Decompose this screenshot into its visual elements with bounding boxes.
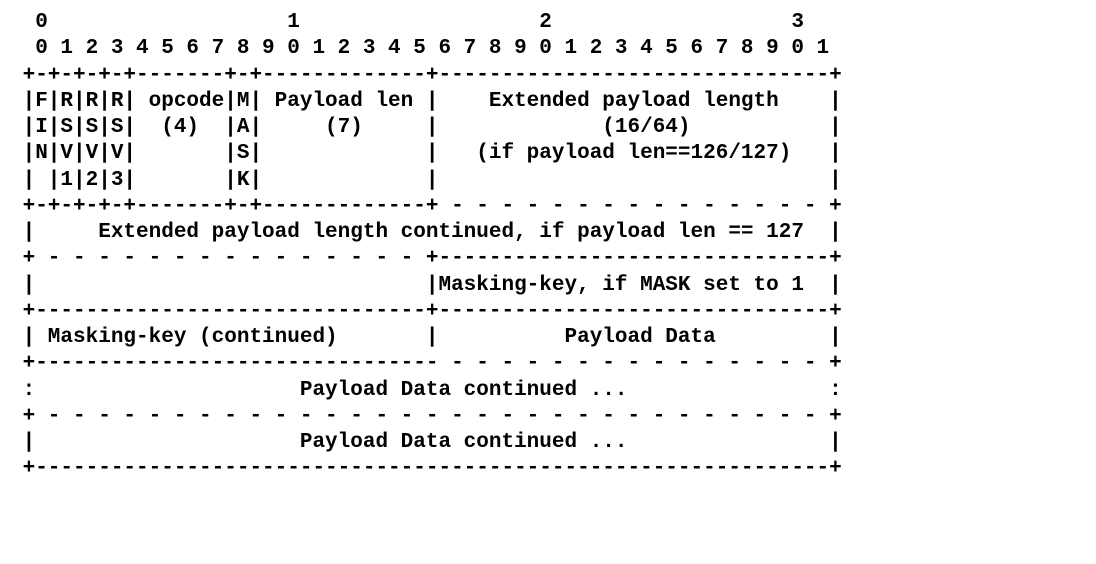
separator-row2: + - - - - - - - - - - - - - - - +-------… [10,246,842,272]
separator-row4: +-------------------------------- - - - … [10,351,842,377]
row6-payload-cont: | Payload Data continued ... | [10,430,842,456]
separator-row3: +-------------------------------+-------… [10,299,842,325]
row1-line1: |F|R|R|R| opcode|M| Payload len | Extend… [10,89,842,115]
separator-row1: +-+-+-+-+-------+-+-------------+ - - - … [10,194,842,220]
row1-line4: | |1|2|3| |K| | | [10,168,842,194]
separator-row5: + - - - - - - - - - - - - - - - - - - - … [10,404,842,430]
row5-payload-cont: : Payload Data continued ... : [10,378,842,404]
separator-bottom: +---------------------------------------… [10,456,842,482]
row1-line2: |I|S|S|S| (4) |A| (7) | (16/64) | [10,115,842,141]
row3-masking-key: | |Masking-key, if MASK set to 1 | [10,273,842,299]
separator-top: +-+-+-+-+-------+-+-------------+-------… [10,63,842,89]
bit-header-minor: 0 1 2 3 4 5 6 7 8 9 0 1 2 3 4 5 6 7 8 9 … [10,36,842,62]
row4-mask-payload: | Masking-key (continued) | Payload Data… [10,325,842,351]
bit-header-major: 0 1 2 3 [10,10,842,36]
websocket-frame-diagram: 0 1 2 3 0 1 2 3 4 5 6 7 8 9 0 1 2 3 4 5 … [10,10,842,483]
row2-ext-payload: | Extended payload length continued, if … [10,220,842,246]
row1-line3: |N|V|V|V| |S| | (if payload len==126/127… [10,141,842,167]
